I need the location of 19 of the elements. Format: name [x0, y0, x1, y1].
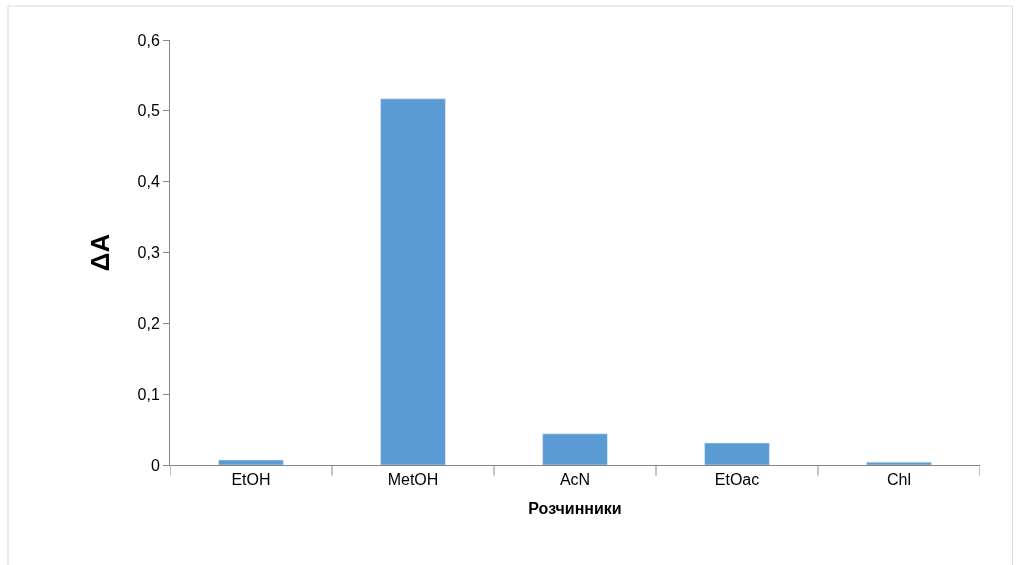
x-tick-label: MetOH: [387, 471, 439, 489]
y-tick-label: 0,5: [137, 102, 160, 120]
bar: [704, 442, 770, 465]
x-tick-label: EtOH: [231, 471, 271, 489]
y-tick-label: 0,6: [137, 31, 160, 49]
y-tick-label: 0,1: [137, 385, 160, 403]
y-tick-label: 0,4: [137, 173, 160, 191]
x-tick-label: AcN: [559, 471, 591, 489]
y-axis-title: ΔA: [84, 233, 115, 272]
bar: [866, 461, 932, 465]
x-axis-title: Розчинники: [528, 499, 622, 517]
y-tick-label: 0: [150, 456, 160, 474]
x-tick-label: Chl: [886, 471, 912, 489]
y-tick-label: 0,2: [137, 314, 160, 332]
x-tick-label: EtOac: [714, 471, 760, 489]
bar: [380, 98, 446, 465]
bar: [542, 433, 608, 465]
y-tick-label: 0,3: [137, 244, 160, 262]
bar: [218, 459, 284, 465]
